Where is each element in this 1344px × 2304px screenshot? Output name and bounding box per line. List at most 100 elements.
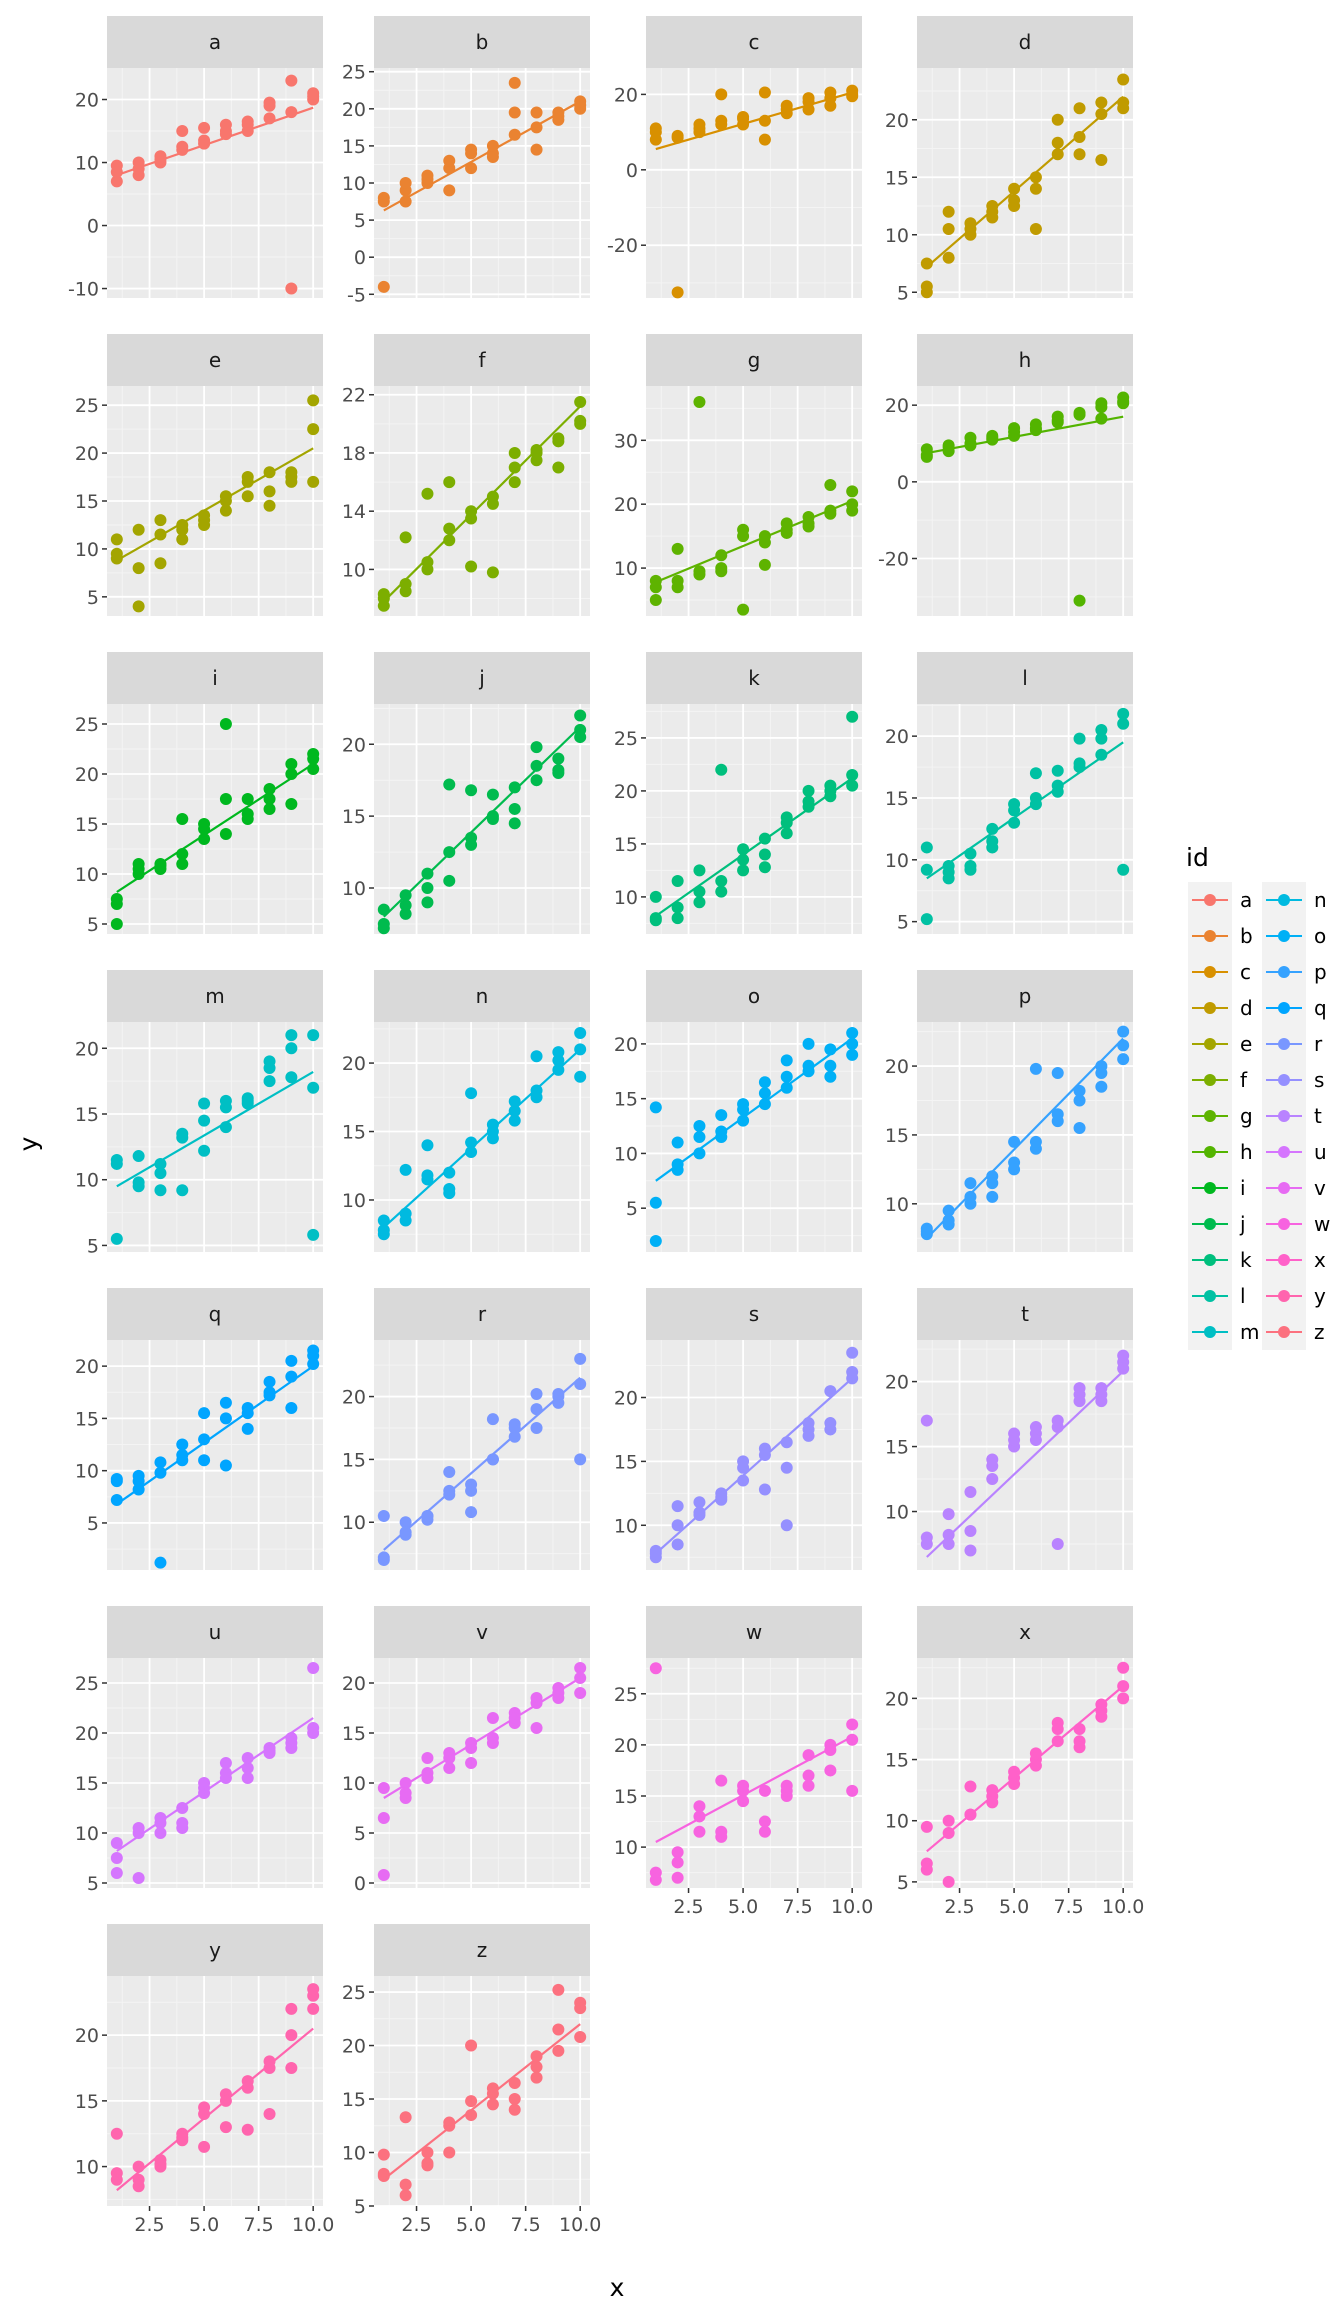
data-point: [942, 205, 955, 218]
data-point: [846, 779, 859, 792]
data-point: [219, 1772, 232, 1784]
data-point: [486, 566, 499, 579]
legend-key-point: [1204, 1254, 1216, 1266]
panel-strip: [107, 334, 323, 386]
data-point: [198, 1097, 211, 1110]
y-tick-label: 10: [342, 1190, 366, 1212]
data-point: [486, 2098, 499, 2111]
fit-line: [926, 1685, 1124, 1853]
data-point: [110, 165, 123, 178]
y-tick-label: 20: [885, 110, 909, 132]
data-point: [758, 536, 771, 549]
data-point: [285, 466, 298, 479]
data-point: [176, 1454, 189, 1467]
legend-label: w: [1314, 1212, 1330, 1236]
legend-key-point: [1278, 1146, 1290, 1158]
data-point: [693, 885, 706, 898]
legend-label: j: [1239, 1212, 1246, 1236]
y-tick-label: 10: [614, 558, 638, 580]
data-point: [780, 1461, 793, 1474]
data-point: [132, 600, 145, 613]
data-point: [530, 741, 543, 754]
data-point: [1073, 102, 1086, 115]
data-point: [1073, 131, 1086, 143]
panel-strip: [646, 970, 862, 1022]
data-point: [110, 1232, 123, 1245]
data-point: [285, 1029, 298, 1042]
data-point: [508, 817, 521, 830]
legend-label: z: [1314, 1320, 1325, 1344]
data-point: [421, 1139, 434, 1152]
data-point: [219, 1459, 232, 1472]
data-point: [758, 133, 771, 146]
legend-label: p: [1314, 960, 1327, 984]
data-point: [263, 466, 276, 479]
legend-item-m: m: [1188, 1314, 1259, 1350]
data-point: [693, 896, 706, 909]
legend-item-n: n: [1262, 882, 1327, 918]
data-point: [530, 444, 543, 457]
data-point: [307, 753, 320, 765]
data-point: [307, 1081, 320, 1094]
data-point: [508, 446, 521, 459]
fit-line: [116, 1717, 314, 1852]
data-point: [530, 121, 543, 134]
data-point: [824, 1385, 837, 1398]
data-point: [176, 1822, 189, 1834]
data-point: [399, 2189, 412, 2202]
data-point: [176, 140, 189, 153]
data-point: [1051, 410, 1064, 423]
legend-item-a: a: [1188, 882, 1252, 918]
y-tick-label: -20: [878, 549, 909, 571]
data-point: [574, 1687, 587, 1699]
panel-t: t 10 15 20: [885, 1288, 1133, 1570]
data-point: [780, 1081, 793, 1094]
data-point: [1073, 1122, 1086, 1135]
y-tick-label: 25: [614, 1684, 638, 1706]
data-point: [574, 1672, 587, 1684]
data-point: [219, 828, 232, 840]
y-tick-label: 15: [342, 806, 366, 828]
y-tick-label: 20: [75, 2025, 99, 2047]
data-point: [241, 1752, 254, 1764]
data-point: [758, 558, 771, 571]
fit-line: [116, 1070, 314, 1188]
data-point: [671, 1538, 684, 1551]
legend-key-point: [1278, 1326, 1290, 1338]
y-tick-label: 10: [75, 153, 99, 175]
data-point: [715, 1825, 728, 1838]
panel-background: [917, 1658, 1133, 1888]
y-tick-label: 10: [614, 887, 638, 909]
data-point: [574, 417, 587, 430]
data-point: [649, 594, 662, 607]
data-point: [486, 139, 499, 152]
panel-v: v 0 5 10 15 20: [342, 1606, 590, 1895]
data-point: [1073, 757, 1086, 770]
panel-j: j 10 15 20: [342, 652, 590, 935]
data-point: [1073, 148, 1086, 161]
y-tick-label: 20: [342, 1387, 366, 1409]
data-point: [824, 1043, 837, 1056]
panel-l: l 5 10 15 20: [885, 652, 1133, 934]
panel-strip: [646, 652, 862, 704]
legend-label: h: [1240, 1140, 1253, 1164]
data-point: [307, 1662, 320, 1674]
panel-strip: [107, 1288, 323, 1340]
data-point: [1008, 816, 1021, 829]
data-point: [465, 831, 478, 844]
data-point: [574, 1043, 587, 1056]
data-point: [132, 156, 145, 169]
data-point: [263, 783, 276, 795]
data-point: [241, 1407, 254, 1420]
data-point: [132, 1872, 145, 1884]
panel-strip: [646, 1606, 862, 1658]
legend-label: o: [1314, 924, 1326, 948]
panel-strip: [917, 970, 1133, 1022]
data-point: [920, 280, 933, 293]
y-tick-label: 25: [614, 728, 638, 750]
data-point: [802, 1769, 815, 1782]
data-point: [693, 565, 706, 578]
y-tick-label: 10: [614, 1515, 638, 1537]
data-point: [693, 1506, 706, 1519]
data-point: [443, 1752, 456, 1764]
